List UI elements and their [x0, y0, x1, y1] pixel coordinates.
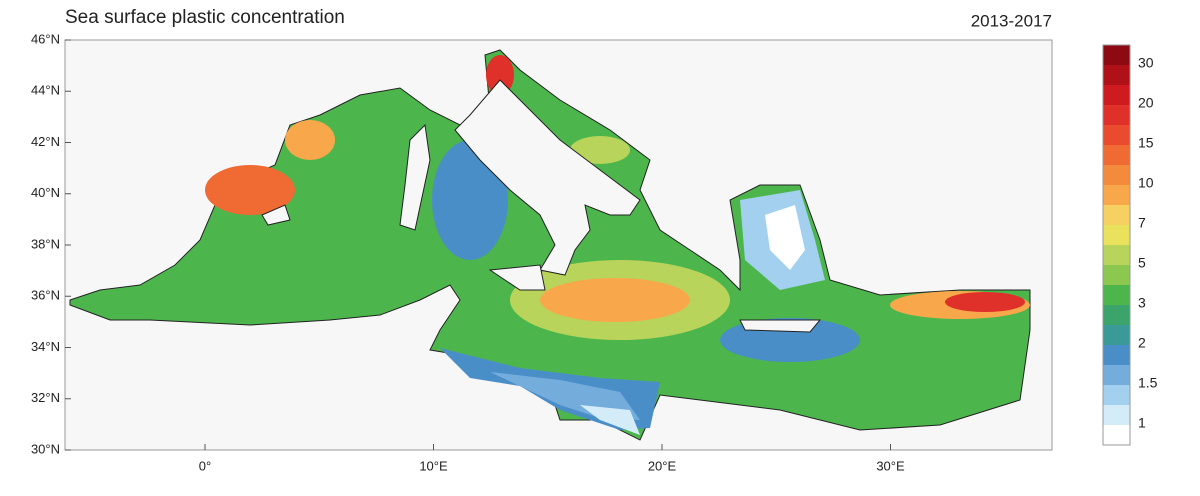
colorbar-swatch: [1103, 45, 1130, 65]
colorbar-swatch: [1103, 165, 1130, 185]
colorbar-swatch: [1103, 285, 1130, 305]
sea: [69, 49, 1031, 441]
colorbar-label: 2: [1138, 335, 1146, 351]
lat-label: 42°N: [31, 134, 60, 149]
land: [261, 79, 822, 333]
lat-label: 30°N: [31, 441, 60, 456]
colorbar-label: 20: [1138, 95, 1154, 111]
colorbar-swatch: [1103, 405, 1130, 425]
colorbar-label: 3: [1138, 295, 1146, 311]
colorbar-swatch: [1103, 245, 1130, 265]
colorbar-swatch: [1103, 385, 1130, 405]
lon-label: 30°E: [876, 458, 905, 473]
colorbar-label: 1.5: [1138, 375, 1158, 391]
lat-label: 34°N: [31, 339, 60, 354]
period-label: 2013-2017: [971, 11, 1052, 30]
colorbar-swatch: [1103, 65, 1130, 85]
colorbar-swatch: [1103, 305, 1130, 325]
colorbar-label: 10: [1138, 175, 1154, 191]
colorbar-swatch: [1103, 325, 1130, 345]
lat-label: 36°N: [31, 288, 60, 303]
lat-label: 44°N: [31, 83, 60, 98]
lon-label: 0°: [199, 458, 211, 473]
colorbar-label: 15: [1138, 135, 1154, 151]
colorbar-swatch: [1103, 345, 1130, 365]
colorbar-label: 5: [1138, 255, 1146, 271]
colorbar-swatch: [1103, 265, 1130, 285]
lat-label: 38°N: [31, 236, 60, 251]
colorbar-label: 1: [1138, 415, 1146, 431]
colorbar-swatch: [1103, 105, 1130, 125]
colorbar-swatch: [1103, 185, 1130, 205]
colorbar-swatch: [1103, 205, 1130, 225]
lat-label: 46°N: [31, 31, 60, 46]
colorbar-swatch: [1103, 85, 1130, 105]
colorbar-swatch: [1103, 425, 1130, 445]
lon-label: 20°E: [648, 458, 677, 473]
lat-label: 40°N: [31, 185, 60, 200]
colorbar-label: 30: [1138, 55, 1154, 71]
map-title: Sea surface plastic concentration: [65, 7, 345, 28]
colorbar-frame: [1102, 44, 1131, 446]
colorbar-swatch: [1103, 145, 1130, 165]
lat-label: 32°N: [31, 390, 60, 405]
colorbar-swatch: [1103, 125, 1130, 145]
colorbar-swatch: [1103, 225, 1130, 245]
colorbar-label: 7: [1138, 215, 1146, 231]
lon-label: 10°E: [419, 458, 448, 473]
colorbar-swatch: [1103, 365, 1130, 385]
